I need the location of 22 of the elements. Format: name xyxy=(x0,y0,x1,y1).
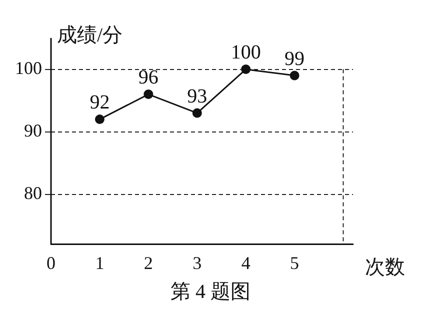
data-label: 92 xyxy=(90,92,110,114)
x-tick-label: 4 xyxy=(241,252,250,273)
x-tick-label: 5 xyxy=(290,252,300,273)
y-tick-label: 100 xyxy=(15,58,42,78)
x-tick-label: 2 xyxy=(144,252,153,273)
point xyxy=(144,90,154,100)
y-tick-label: 80 xyxy=(24,183,42,204)
point xyxy=(94,114,104,124)
data-label: 99 xyxy=(284,48,305,70)
x-axis-title: 次数 xyxy=(365,256,405,279)
x-tick-label: 1 xyxy=(95,252,104,273)
data-label: 93 xyxy=(187,85,208,108)
x-tick-label: 3 xyxy=(192,252,202,273)
y-tick-label: 90 xyxy=(24,120,42,141)
point xyxy=(192,108,202,118)
point xyxy=(241,64,251,74)
x-tick-label: 0 xyxy=(46,252,56,273)
y-axis-title: 成绩/分 xyxy=(57,24,123,46)
text: 第 4 题图 xyxy=(170,280,252,305)
data-label: 100 xyxy=(230,42,261,64)
point xyxy=(290,70,300,80)
data-label: 96 xyxy=(138,66,158,89)
